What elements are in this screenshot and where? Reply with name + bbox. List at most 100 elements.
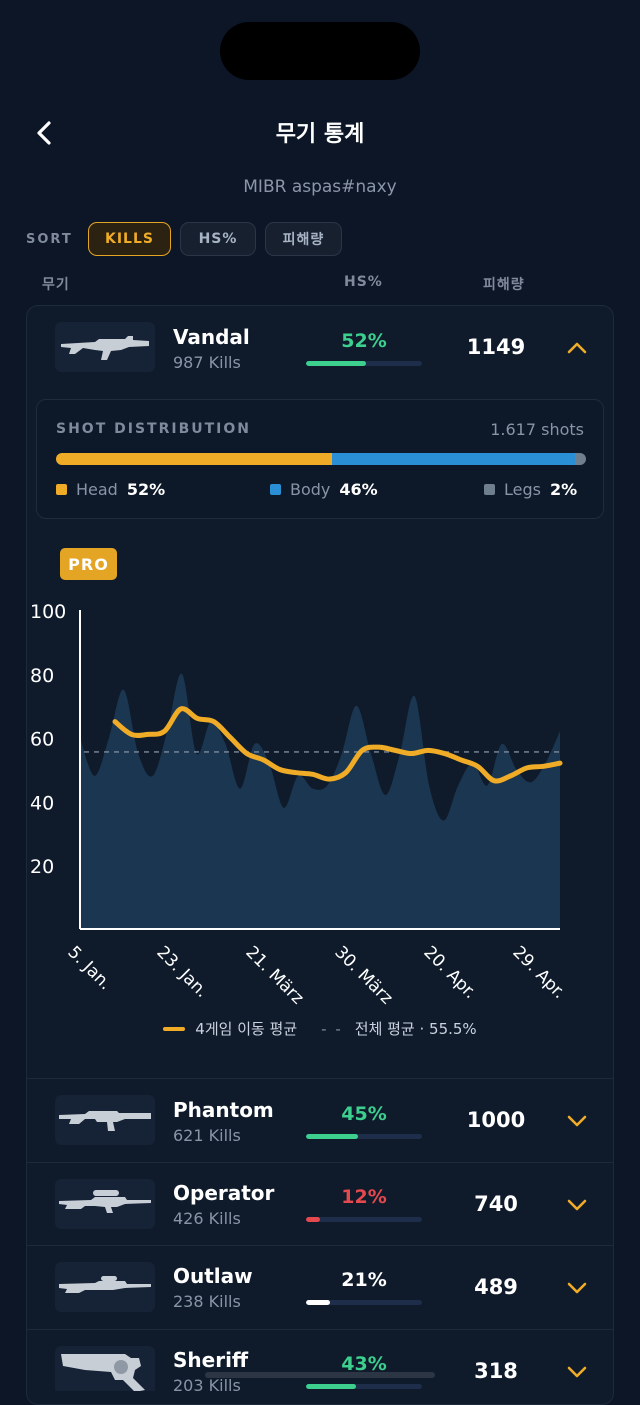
pro-badge: PRO [60, 548, 117, 580]
sort-label: SORT [26, 232, 73, 247]
shot-distribution-panel: SHOT DISTRIBUTION 1.617 shots Head 52% B… [36, 399, 604, 519]
body-segment [331, 453, 576, 465]
legs-label: Legs [504, 480, 541, 499]
y-tick-label: 60 [30, 729, 54, 751]
home-indicator [205, 1372, 435, 1378]
row-divider [26, 1245, 614, 1246]
legend-head: Head 52% [56, 480, 165, 499]
weapon-row-phantom[interactable]: Phantom 621 Kills 45% 1000 [26, 1079, 614, 1162]
y-tick-label: 100 [30, 601, 66, 623]
weapon-hs-bar [306, 1300, 422, 1305]
shot-distribution-title: SHOT DISTRIBUTION [56, 421, 251, 437]
chevron-up-icon[interactable] [563, 337, 591, 359]
sheriff-image [55, 1346, 155, 1391]
rifle-icon [61, 336, 149, 360]
chevron-down-icon[interactable] [563, 1194, 591, 1216]
weapon-hs-value: 43% [341, 1353, 387, 1375]
weapon-hs-bar [306, 361, 422, 366]
sniper-rifle-icon [59, 1276, 151, 1293]
head-label: Head [76, 480, 118, 499]
camera-notch [220, 22, 420, 80]
row-divider [26, 1329, 614, 1330]
outlaw-image [55, 1262, 155, 1312]
page-title: 무기 통계 [275, 122, 365, 147]
player-name: MIBR aspas#naxy [243, 177, 397, 197]
column-hs: HS% [344, 274, 383, 290]
legend-legs: Legs 2% [484, 480, 577, 499]
weapon-damage: 1000 [466, 1108, 526, 1132]
weapon-name: Operator [173, 1181, 275, 1205]
hs-area-series [80, 673, 560, 929]
chevron-left-icon [37, 121, 51, 145]
head-swatch [56, 484, 67, 495]
weapon-name: Phantom [173, 1098, 274, 1122]
chevron-down-icon[interactable] [563, 1110, 591, 1132]
phantom-image [55, 1095, 155, 1145]
weapon-damage: 740 [474, 1192, 518, 1216]
weapon-damage: 318 [474, 1359, 518, 1383]
legs-value: 2% [549, 480, 578, 499]
y-tick-label: 40 [30, 792, 54, 814]
x-tick-label: 5. Jan. [63, 942, 115, 994]
chart-legend: 4게임 이동 평균 - - 전체 평균 · 55.5% [0, 1018, 640, 1039]
legend-body: Body 46% [270, 480, 378, 499]
overall-average-label: 전체 평균 · 55.5% [354, 1020, 477, 1038]
shot-distribution-bar [56, 453, 586, 465]
sort-damage-button[interactable]: 피해량 [265, 222, 342, 256]
hs-bar-fill [306, 1384, 356, 1389]
weapon-row-sheriff[interactable]: Sheriff 203 Kills 43% 318 [26, 1330, 614, 1391]
weapon-hs-value: 12% [341, 1186, 387, 1208]
x-tick-label: 30. März [330, 942, 396, 1008]
weapon-hs-value: 45% [341, 1103, 387, 1125]
row-divider [26, 1078, 614, 1079]
moving-average-swatch [163, 1026, 186, 1031]
hs-trend-chart: 20 40 60 80 100 5. Jan. 23. Jan. 21. März 30. Mä… [30, 601, 569, 1009]
weapon-row-operator[interactable]: Operator 426 Kills 12% 740 [26, 1163, 614, 1245]
weapon-kills: 238 Kills [173, 1292, 241, 1311]
y-tick-label: 20 [30, 856, 54, 878]
vandal-image [55, 322, 155, 372]
head-value: 52% [126, 480, 166, 499]
weapon-hs-value: 21% [341, 1269, 387, 1291]
x-tick-label: 29. Apr. [508, 942, 569, 1003]
x-tick-label: 21. März [241, 942, 307, 1008]
column-damage: 피해량 [483, 277, 525, 293]
y-tick-label: 80 [30, 665, 54, 687]
weapon-hs-bar [306, 1134, 422, 1139]
moving-average-label: 4게임 이동 평균 [195, 1020, 298, 1038]
moving-average-line [112, 706, 563, 784]
sort-hs-button[interactable]: HS% [180, 222, 256, 256]
hs-bar-fill [306, 361, 367, 366]
weapon-row-vandal[interactable]: Vandal 987 Kills 52% 1149 [26, 305, 614, 395]
x-tick-label: 23. Jan. [152, 942, 211, 1001]
sort-kills-button[interactable]: KILLS [88, 222, 171, 256]
hs-bar-fill [306, 1134, 359, 1139]
shot-count: 1.617 shots [490, 420, 584, 439]
weapon-damage: 1149 [466, 335, 526, 359]
hs-bar-fill [306, 1217, 320, 1222]
weapon-damage: 489 [474, 1275, 518, 1299]
head-segment [56, 453, 332, 465]
weapon-name: Outlaw [173, 1264, 253, 1288]
body-label: Body [290, 480, 331, 499]
body-value: 46% [339, 480, 378, 499]
weapon-kills: 203 Kills [173, 1376, 241, 1391]
body-swatch [270, 484, 281, 495]
sniper-rifle-icon [59, 1190, 151, 1213]
operator-image [55, 1179, 155, 1229]
weapon-name: Sheriff [173, 1348, 249, 1372]
weapon-hs-value: 52% [341, 330, 387, 352]
weapon-row-outlaw[interactable]: Outlaw 238 Kills 21% 489 [26, 1246, 614, 1329]
rifle-icon [59, 1111, 151, 1131]
chevron-down-icon[interactable] [563, 1361, 591, 1383]
back-button[interactable] [30, 116, 58, 150]
revolver-icon [61, 1354, 145, 1391]
chevron-down-icon[interactable] [563, 1277, 591, 1299]
average-line-swatch: - - [321, 1019, 343, 1038]
hs-bar-fill [306, 1300, 331, 1305]
weapon-kills: 987 Kills [173, 353, 241, 372]
weapon-hs-bar [306, 1217, 422, 1222]
weapon-kills: 621 Kills [173, 1126, 241, 1145]
legs-swatch [484, 484, 495, 495]
column-weapon: 무기 [42, 277, 70, 293]
